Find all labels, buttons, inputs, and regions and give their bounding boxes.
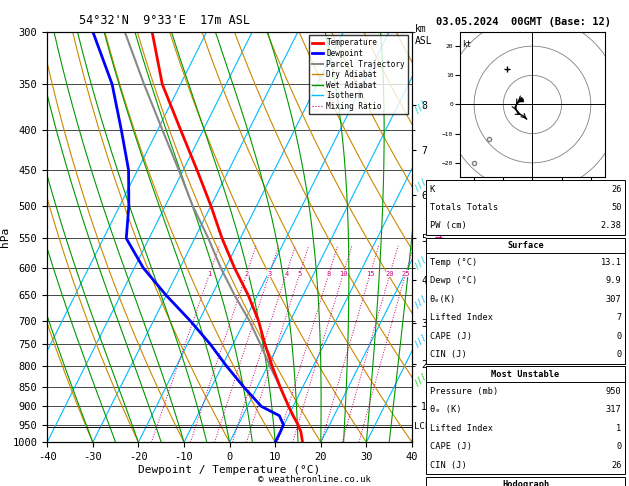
Text: ///: /// — [412, 99, 429, 115]
Text: Lifted Index: Lifted Index — [430, 424, 493, 433]
Legend: Temperature, Dewpoint, Parcel Trajectory, Dry Adiabat, Wet Adiabat, Isotherm, Mi: Temperature, Dewpoint, Parcel Trajectory… — [309, 35, 408, 114]
Text: CAPE (J): CAPE (J) — [430, 442, 472, 451]
Text: 1: 1 — [208, 271, 212, 277]
Text: ///: /// — [412, 176, 429, 193]
Text: © weatheronline.co.uk: © weatheronline.co.uk — [258, 474, 371, 484]
Text: 03.05.2024  00GMT (Base: 12): 03.05.2024 00GMT (Base: 12) — [435, 17, 611, 27]
Text: 13.1: 13.1 — [601, 258, 621, 267]
Text: 26: 26 — [611, 185, 621, 193]
Text: Lifted Index: Lifted Index — [430, 313, 493, 322]
Text: 307: 307 — [606, 295, 621, 304]
Text: 950: 950 — [606, 387, 621, 396]
Text: LCL: LCL — [415, 422, 430, 431]
Text: km
ASL: km ASL — [415, 24, 433, 46]
Text: θₑ(K): θₑ(K) — [430, 295, 456, 304]
X-axis label: Dewpoint / Temperature (°C): Dewpoint / Temperature (°C) — [138, 465, 321, 475]
Text: 4: 4 — [284, 271, 289, 277]
Text: 2: 2 — [245, 271, 249, 277]
Text: CIN (J): CIN (J) — [430, 350, 466, 359]
Text: CAPE (J): CAPE (J) — [430, 332, 472, 341]
Text: ///: /// — [412, 371, 429, 387]
Text: ///: /// — [412, 332, 429, 348]
Text: PW (cm): PW (cm) — [430, 222, 466, 230]
Text: K: K — [430, 185, 435, 193]
Text: 10: 10 — [339, 271, 348, 277]
Text: 25: 25 — [401, 271, 410, 277]
Text: 8: 8 — [327, 271, 331, 277]
Text: 0: 0 — [616, 350, 621, 359]
Text: θₑ (K): θₑ (K) — [430, 405, 461, 414]
Text: 15: 15 — [366, 271, 375, 277]
Text: 2.38: 2.38 — [601, 222, 621, 230]
Text: Pressure (mb): Pressure (mb) — [430, 387, 498, 396]
Text: Surface: Surface — [507, 241, 544, 250]
Y-axis label: hPa: hPa — [0, 227, 9, 247]
Text: ///: /// — [412, 293, 429, 310]
Text: 50: 50 — [611, 203, 621, 212]
Text: Mixing Ratio (g/kg): Mixing Ratio (g/kg) — [432, 181, 442, 293]
Text: 54°32'N  9°33'E  17m ASL: 54°32'N 9°33'E 17m ASL — [79, 14, 250, 27]
Text: Temp (°C): Temp (°C) — [430, 258, 477, 267]
Text: ///: /// — [412, 254, 429, 271]
Text: 0: 0 — [616, 442, 621, 451]
Text: 3: 3 — [267, 271, 272, 277]
Text: Hodograph: Hodograph — [502, 480, 549, 486]
Text: kt: kt — [462, 40, 472, 50]
Text: 0: 0 — [616, 332, 621, 341]
Text: 7: 7 — [616, 313, 621, 322]
Text: 26: 26 — [611, 461, 621, 469]
Text: 317: 317 — [606, 405, 621, 414]
Text: Most Unstable: Most Unstable — [491, 370, 560, 379]
Text: 9.9: 9.9 — [606, 277, 621, 285]
Text: Dewp (°C): Dewp (°C) — [430, 277, 477, 285]
Text: Totals Totals: Totals Totals — [430, 203, 498, 212]
Text: 1: 1 — [616, 424, 621, 433]
Text: 20: 20 — [386, 271, 394, 277]
Text: CIN (J): CIN (J) — [430, 461, 466, 469]
Text: 5: 5 — [298, 271, 302, 277]
